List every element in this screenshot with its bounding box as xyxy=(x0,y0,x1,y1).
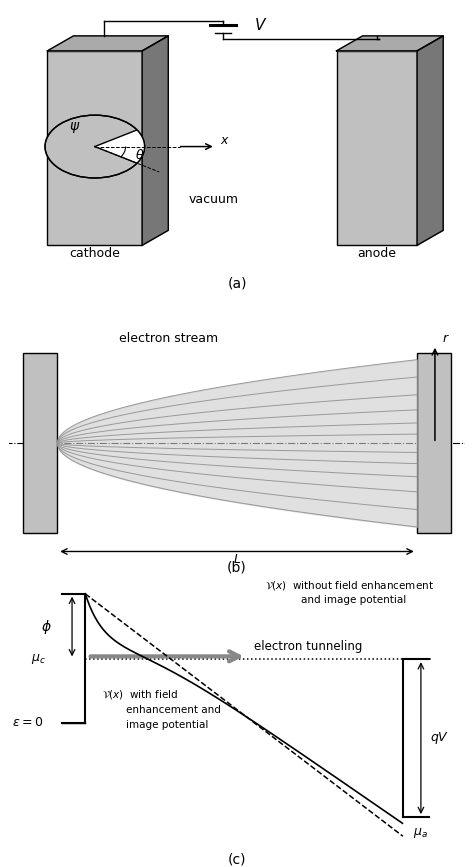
Polygon shape xyxy=(417,36,443,245)
Text: $qV$: $qV$ xyxy=(430,730,450,746)
Text: (c): (c) xyxy=(228,852,246,866)
Text: $L$: $L$ xyxy=(233,553,241,566)
Text: image potential: image potential xyxy=(126,720,208,731)
Text: $\mathcal{V}(x)$  with field: $\mathcal{V}(x)$ with field xyxy=(102,688,178,701)
Text: enhancement and: enhancement and xyxy=(126,705,220,715)
Text: (a): (a) xyxy=(227,277,247,290)
Text: $\psi$: $\psi$ xyxy=(69,121,80,135)
Text: anode: anode xyxy=(357,247,396,260)
Text: $\mu_c$: $\mu_c$ xyxy=(30,652,46,666)
Polygon shape xyxy=(47,36,168,51)
Text: (b): (b) xyxy=(227,560,247,574)
Circle shape xyxy=(45,115,145,178)
Text: electron tunneling: electron tunneling xyxy=(254,641,362,654)
Text: and image potential: and image potential xyxy=(301,596,406,605)
Bar xyxy=(417,353,451,533)
Text: $r$: $r$ xyxy=(442,332,449,344)
Text: $x$: $x$ xyxy=(220,134,230,147)
Text: cathode: cathode xyxy=(69,247,120,260)
Text: vacuum: vacuum xyxy=(188,193,238,206)
Bar xyxy=(47,51,142,245)
Text: $\theta$: $\theta$ xyxy=(135,148,145,162)
Bar xyxy=(337,51,417,245)
Text: $\mathcal{V}(x)$  without field enhancement: $\mathcal{V}(x)$ without field enhanceme… xyxy=(265,578,434,591)
Text: $V$: $V$ xyxy=(254,17,267,33)
Polygon shape xyxy=(142,36,168,245)
Text: $\phi$: $\phi$ xyxy=(41,617,51,636)
Polygon shape xyxy=(337,36,443,51)
Text: $\epsilon = 0$: $\epsilon = 0$ xyxy=(12,716,43,729)
Text: $\mu_a$: $\mu_a$ xyxy=(413,825,428,839)
Text: electron stream: electron stream xyxy=(119,332,219,344)
Bar xyxy=(23,353,57,533)
Wedge shape xyxy=(95,130,145,163)
